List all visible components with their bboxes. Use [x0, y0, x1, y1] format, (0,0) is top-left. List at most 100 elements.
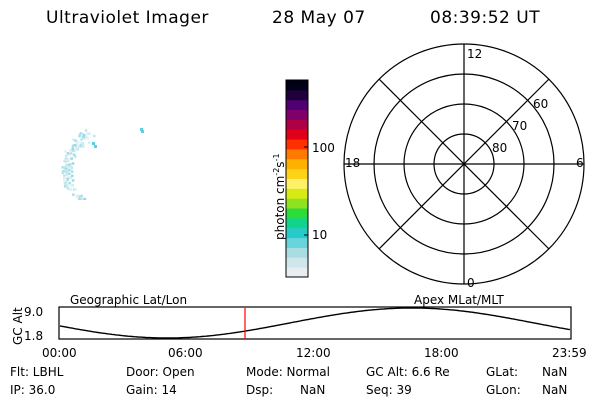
emission-pixel [71, 138, 75, 141]
info-mode: Mode: Normal [246, 365, 330, 379]
colorbar-unit-s: s [273, 161, 287, 168]
emission-pixel [68, 169, 71, 172]
emission-pixel [65, 173, 69, 176]
emission-pixel [65, 165, 69, 168]
emission-pixel [94, 145, 97, 148]
emission-pixel [70, 166, 73, 170]
colorbar-unit-label: photon cm-2s-1 [272, 153, 287, 240]
emission-pixel [64, 150, 67, 153]
emission-pixel [78, 134, 81, 138]
emission-pixel [65, 154, 68, 158]
emission-pixel [87, 141, 91, 144]
emission-pixel [63, 176, 66, 179]
emission-pixel [68, 153, 72, 156]
auroral-oval-emission [61, 128, 144, 200]
emission-pixel [71, 147, 74, 150]
emission-pixel [66, 178, 69, 181]
colorbar-swatch [286, 109, 308, 120]
orbit-ytick-low: 1.8 [24, 329, 44, 343]
emission-pixel [72, 193, 75, 196]
polar-label-0: 0 [467, 276, 475, 290]
colorbar-swatch [286, 188, 308, 199]
orbit-altitude-curve [59, 307, 571, 339]
colorbar-swatch [286, 158, 308, 170]
emission-pixel [76, 148, 79, 151]
emission-pixel [71, 162, 75, 165]
emission-pixel [75, 140, 79, 144]
emission-pixel [93, 134, 96, 138]
emission-pixel [71, 144, 75, 148]
colorbar-unit-exp1: -2 [272, 167, 281, 176]
info-dsp-value: NaN [300, 383, 326, 397]
emission-pixel [68, 170, 72, 174]
orbit-xtick-0000: 00:00 [42, 346, 77, 360]
colorbar-tick-label-100: 100 [312, 141, 335, 155]
emission-pixel [67, 164, 70, 168]
emission-pixel [74, 188, 78, 191]
polar-grid [343, 43, 585, 285]
colorbar-swatch [286, 237, 308, 248]
emission-pixel [79, 132, 83, 135]
emission-pixel [83, 135, 86, 138]
emission-pixel [63, 185, 67, 188]
emission-pixel [80, 194, 83, 198]
emission-pixel [70, 164, 73, 167]
polar-label-12: 12 [467, 47, 483, 61]
colorbar-swatch [286, 148, 308, 160]
image-date: 28 May 07 [272, 8, 366, 28]
emission-pixel [72, 153, 76, 156]
emission-pixel [64, 158, 68, 161]
emission-pixel [141, 130, 144, 133]
colorbar-unit-exp2: -1 [272, 153, 281, 162]
colorbar-swatch [286, 198, 308, 209]
info-seq: Seq: 39 [366, 383, 412, 397]
emission-pixel [65, 167, 68, 170]
emission-pixel [66, 169, 70, 172]
emission-pixel [63, 169, 67, 173]
colorbar-frame [285, 79, 309, 278]
emission-pixel [81, 144, 84, 148]
emission-pixel [73, 144, 77, 147]
auroral-image [61, 128, 144, 200]
emission-pixel [85, 135, 88, 138]
emission-pixel [70, 170, 74, 173]
emission-pixel [80, 138, 83, 141]
emission-pixel [66, 152, 70, 155]
emission-pixel [79, 144, 82, 147]
colorbar-swatch [286, 217, 308, 229]
info-glat-label: GLat: [486, 365, 519, 379]
emission-pixel [74, 139, 77, 142]
orbit-left-label: Geographic Lat/Lon [70, 293, 188, 307]
emission-pixel [84, 129, 88, 132]
colorbar-swatch [286, 247, 308, 258]
info-ip: IP: 36.0 [10, 383, 56, 397]
emission-pixel [75, 194, 79, 198]
emission-pixel [86, 137, 90, 140]
polar-diagonal-2 [378, 78, 550, 250]
emission-pixel [69, 151, 73, 155]
emission-pixel [71, 179, 75, 182]
image-time: 08:39:52 UT [430, 8, 541, 28]
colorbar-swatch [286, 267, 308, 278]
emission-pixel [64, 178, 67, 181]
info-filter: Flt: LBHL [10, 365, 64, 379]
emission-pixel [73, 148, 77, 152]
emission-pixel [77, 141, 80, 144]
info-gc-alt: GC Alt: 6.6 Re [366, 365, 450, 379]
info-glon-value: NaN [542, 383, 568, 397]
colorbar-swatch [286, 119, 308, 130]
emission-pixel [68, 172, 71, 175]
emission-pixel [92, 142, 95, 145]
polar-label-6: 6 [576, 156, 584, 170]
emission-pixel [64, 181, 68, 184]
emission-pixel [61, 171, 64, 175]
polar-label-70: 70 [512, 119, 528, 133]
info-glon-label: GLon: [486, 383, 521, 397]
colorbar-swatch [286, 129, 308, 140]
info-gain: Gain: 14 [126, 383, 177, 397]
emission-pixel [86, 132, 89, 135]
colorbar-swatches [286, 80, 308, 278]
orbit-xtick-0600: 06:00 [168, 346, 203, 360]
orbit-axis-label: GC Alt [11, 307, 25, 345]
info-glat-value: NaN [542, 365, 568, 379]
